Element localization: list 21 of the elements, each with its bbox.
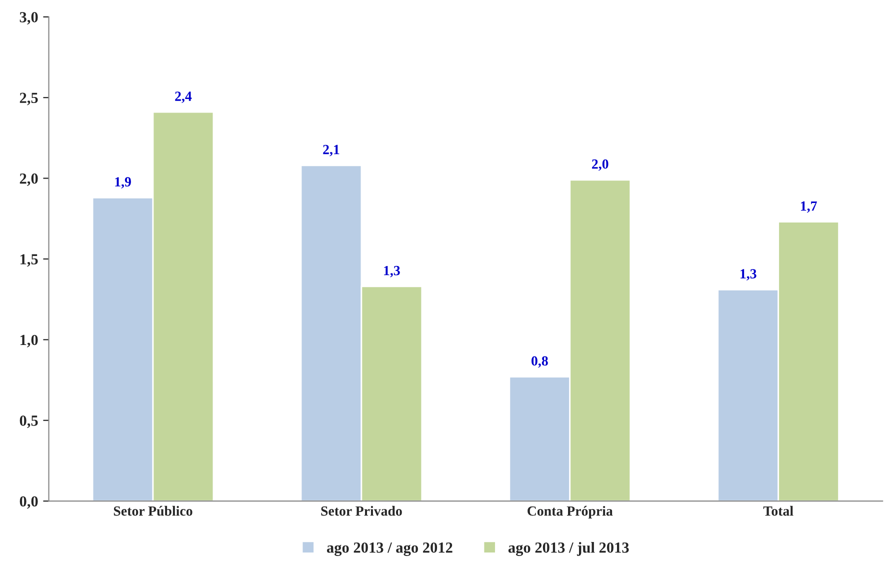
y-tick-label: 0,5 xyxy=(20,416,38,428)
data-label: 2,4 xyxy=(175,92,192,103)
data-label: 0,8 xyxy=(532,356,548,368)
x-tick-label: Setor Público xyxy=(114,506,192,516)
data-label: 1,9 xyxy=(115,177,131,189)
y-tick-label: 2,5 xyxy=(20,92,38,106)
data-label: 1,7 xyxy=(801,201,817,213)
y-tick-label: 0,0 xyxy=(20,496,38,509)
data-label: 1,3 xyxy=(740,269,756,281)
y-tick-label: 2,0 xyxy=(20,173,38,186)
legend-label: ago 2013 / ago 2012 xyxy=(326,542,452,556)
y-tick-label: 1,5 xyxy=(20,254,38,267)
y-tick-label: 1,0 xyxy=(20,334,38,348)
legend-label: ago 2013 / jul 2013 xyxy=(508,542,629,556)
x-tick-label: Conta Própria xyxy=(528,506,613,519)
x-tick-label: Setor Privado xyxy=(321,506,402,516)
x-tick-label: Total xyxy=(763,506,794,516)
y-tick-label: 3,0 xyxy=(20,12,38,25)
data-label: 1,3 xyxy=(384,266,400,278)
data-label: 2,1 xyxy=(323,144,340,156)
data-label: 2,0 xyxy=(592,159,608,171)
